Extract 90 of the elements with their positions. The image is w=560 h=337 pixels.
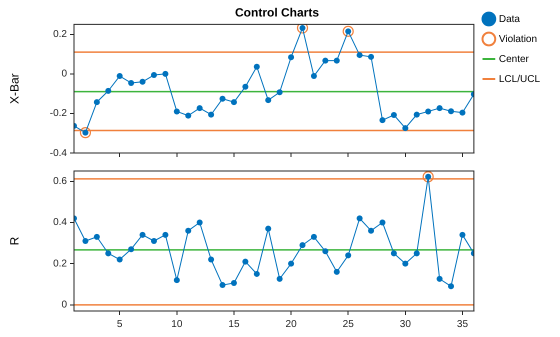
point bbox=[296, 24, 308, 34]
legend-label: Violation bbox=[498, 34, 538, 45]
point bbox=[94, 99, 100, 106]
x-tick-label: 10 bbox=[171, 318, 183, 330]
y-axis-title: R bbox=[8, 236, 22, 246]
point bbox=[208, 256, 214, 263]
point bbox=[174, 108, 180, 114]
point bbox=[300, 242, 306, 248]
point bbox=[288, 260, 294, 267]
point bbox=[402, 125, 408, 132]
point bbox=[425, 108, 432, 114]
point bbox=[150, 238, 157, 244]
y-tick-label: -0.4 bbox=[50, 148, 68, 159]
y-tick-label: 0.2 bbox=[53, 258, 68, 270]
legend-label: LCL/UCL bbox=[498, 74, 540, 85]
point bbox=[459, 110, 466, 116]
x-tick-label: 35 bbox=[456, 318, 468, 330]
point bbox=[174, 277, 180, 284]
point bbox=[448, 283, 454, 290]
x-tick-label: 15 bbox=[228, 318, 240, 330]
point bbox=[116, 256, 123, 263]
point bbox=[436, 105, 443, 112]
y-tick-label: 0.6 bbox=[53, 176, 68, 188]
y-tick-label: 0.4 bbox=[53, 217, 68, 228]
chart-title: Control Charts bbox=[235, 6, 320, 20]
y-tick-label: 0.2 bbox=[53, 29, 68, 40]
point bbox=[116, 73, 123, 80]
point bbox=[379, 117, 386, 124]
point bbox=[265, 97, 272, 104]
point bbox=[390, 250, 397, 256]
point bbox=[402, 260, 408, 267]
y-tick-label: 0 bbox=[61, 300, 68, 311]
legend-label: Data bbox=[498, 14, 520, 25]
point bbox=[242, 258, 248, 265]
point bbox=[334, 58, 340, 64]
point bbox=[414, 112, 420, 118]
point bbox=[128, 80, 134, 86]
point bbox=[368, 54, 374, 60]
x-tick-label: 5 bbox=[116, 318, 123, 330]
point bbox=[220, 96, 226, 102]
point bbox=[105, 250, 112, 256]
point bbox=[414, 250, 420, 256]
point bbox=[459, 232, 466, 238]
point bbox=[276, 89, 283, 96]
point bbox=[310, 234, 317, 240]
point bbox=[220, 282, 226, 288]
point bbox=[196, 105, 203, 112]
y-axis-title: X-Bar bbox=[8, 73, 22, 104]
y-tick-label: 0 bbox=[61, 68, 68, 80]
point bbox=[345, 252, 352, 258]
point bbox=[436, 276, 443, 282]
point bbox=[254, 270, 260, 277]
point bbox=[208, 112, 214, 118]
point bbox=[80, 127, 92, 138]
point bbox=[185, 112, 192, 119]
point bbox=[230, 99, 237, 106]
point bbox=[162, 232, 168, 238]
point bbox=[310, 73, 317, 80]
point bbox=[422, 171, 434, 182]
point bbox=[342, 26, 354, 37]
point bbox=[140, 78, 146, 85]
point bbox=[390, 112, 397, 118]
point bbox=[322, 248, 328, 254]
x-tick-label: 20 bbox=[286, 318, 298, 330]
point bbox=[162, 70, 168, 77]
point bbox=[288, 54, 294, 60]
point bbox=[368, 228, 374, 234]
y-tick-label: -0.2 bbox=[50, 108, 68, 120]
point bbox=[185, 228, 192, 234]
point bbox=[322, 58, 328, 64]
point bbox=[379, 219, 386, 226]
point bbox=[265, 226, 272, 232]
point bbox=[196, 219, 203, 226]
point bbox=[356, 215, 363, 222]
point bbox=[105, 88, 112, 94]
point bbox=[140, 232, 146, 238]
point bbox=[334, 268, 340, 275]
point bbox=[242, 84, 248, 90]
point bbox=[128, 246, 134, 252]
point bbox=[82, 238, 88, 244]
point bbox=[356, 52, 363, 58]
point bbox=[150, 72, 157, 78]
x-tick-label: 25 bbox=[342, 318, 354, 330]
point bbox=[94, 234, 100, 240]
legend-label: Center bbox=[498, 54, 530, 65]
point bbox=[276, 276, 283, 282]
point bbox=[448, 108, 454, 114]
point bbox=[230, 280, 237, 286]
x-tick-label: 30 bbox=[400, 318, 412, 330]
point bbox=[254, 64, 260, 70]
